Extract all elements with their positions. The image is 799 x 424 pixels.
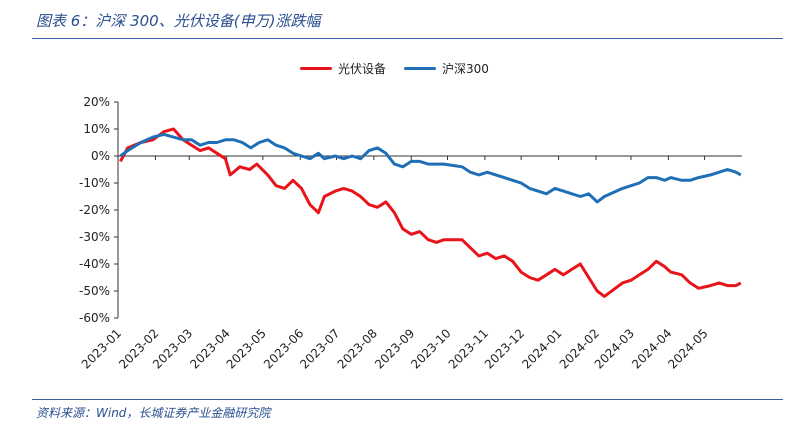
title-rule: [32, 38, 783, 39]
y-tick-label: -10%: [79, 176, 110, 190]
chart-title: 图表 6：沪深 300、光伏设备(申万)涨跌幅: [36, 12, 321, 30]
x-tick-label: 2023-07: [297, 326, 342, 371]
x-tick-label: 2024-05: [665, 326, 710, 371]
y-tick-label: -40%: [79, 257, 110, 271]
x-tick-label: 2023-12: [482, 326, 527, 371]
legend-label-pv: 光伏设备: [338, 62, 387, 76]
y-tick-label: -30%: [79, 230, 110, 244]
legend-item-pv: 光伏设备: [300, 60, 386, 77]
y-tick-label: -60%: [79, 311, 110, 325]
x-tick-label: 2023-08: [335, 326, 380, 371]
legend-swatch-pv: [300, 67, 332, 70]
legend-label-hs300: 沪深300: [442, 62, 489, 76]
x-tick-label: 2023-10: [408, 326, 453, 371]
chart-lines: [119, 127, 742, 298]
y-tick-label: -20%: [79, 203, 110, 217]
y-tick-label: 20%: [83, 95, 110, 109]
y-tick-label: -50%: [79, 284, 110, 298]
y-tick-label: 10%: [83, 122, 110, 136]
series-line-pv: [119, 127, 742, 298]
y-tick-label: 0%: [91, 149, 110, 163]
series-line-hs300: [119, 132, 742, 204]
legend-swatch-hs300: [404, 67, 437, 70]
footer-rule: [32, 399, 783, 400]
x-tick-label: 2024-01: [519, 326, 564, 371]
legend: 光伏设备 沪深300: [300, 60, 507, 77]
x-tick-label: 2023-05: [224, 326, 269, 371]
x-tick-label: 2023-01: [79, 326, 124, 371]
legend-item-hs300: 沪深300: [404, 60, 489, 77]
source-note: 资料来源：Wind，长城证券产业金融研究院: [36, 406, 271, 420]
